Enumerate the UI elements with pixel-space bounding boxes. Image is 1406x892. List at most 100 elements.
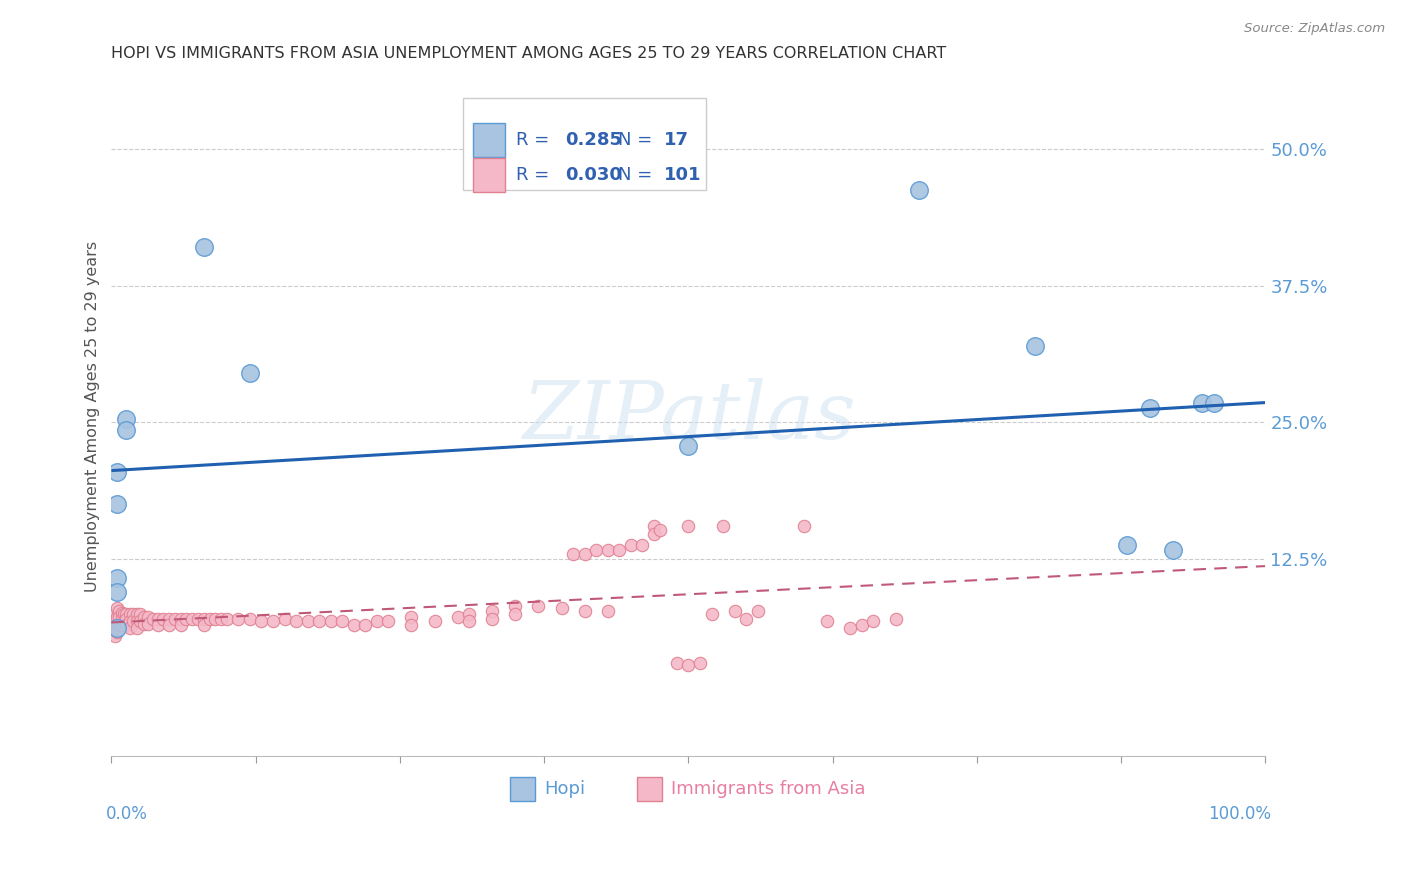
Point xyxy=(142,612,165,626)
Text: Hopi: Hopi xyxy=(544,780,585,798)
Point xyxy=(343,617,366,632)
Text: 0.0%: 0.0% xyxy=(105,805,148,822)
Point xyxy=(193,612,215,626)
Text: N =: N = xyxy=(619,166,658,185)
Point xyxy=(273,612,295,626)
Point xyxy=(105,497,128,511)
Point xyxy=(104,607,127,621)
Point xyxy=(105,621,128,635)
Point xyxy=(1139,401,1161,416)
Text: R =: R = xyxy=(516,131,555,149)
Bar xyxy=(509,777,534,801)
Point xyxy=(239,366,262,380)
Text: 0.030: 0.030 xyxy=(565,166,621,185)
Point xyxy=(146,617,169,632)
Point xyxy=(648,523,671,537)
Point xyxy=(527,599,550,614)
Point xyxy=(1116,538,1139,552)
Point xyxy=(122,607,145,621)
Point xyxy=(574,603,596,617)
Point xyxy=(262,615,284,629)
Point xyxy=(505,607,527,621)
Point xyxy=(125,621,148,635)
Bar xyxy=(472,159,505,193)
Point xyxy=(129,615,152,629)
Point xyxy=(1191,395,1213,409)
Point xyxy=(1202,395,1225,409)
Point xyxy=(723,603,745,617)
Point xyxy=(585,543,607,558)
Y-axis label: Unemployment Among Ages 25 to 29 years: Unemployment Among Ages 25 to 29 years xyxy=(86,241,100,592)
Point xyxy=(747,603,769,617)
Point xyxy=(115,607,138,621)
Point xyxy=(104,615,127,629)
Point xyxy=(862,615,884,629)
Text: 100.0%: 100.0% xyxy=(1208,805,1271,822)
Point xyxy=(138,610,160,624)
FancyBboxPatch shape xyxy=(464,98,706,190)
Point xyxy=(481,612,503,626)
Point xyxy=(423,615,446,629)
Point xyxy=(215,612,238,626)
Point xyxy=(122,615,145,629)
Point xyxy=(689,656,711,670)
Point xyxy=(125,607,148,621)
Point xyxy=(285,615,308,629)
Point xyxy=(446,610,468,624)
Point xyxy=(401,617,423,632)
Point xyxy=(678,519,700,533)
Point xyxy=(1024,339,1046,353)
Text: 0.285: 0.285 xyxy=(565,131,621,149)
Text: 17: 17 xyxy=(664,131,689,149)
Text: Source: ZipAtlas.com: Source: ZipAtlas.com xyxy=(1244,22,1385,36)
Point xyxy=(319,615,342,629)
Point xyxy=(112,615,135,629)
Point xyxy=(138,616,160,631)
Text: Immigrants from Asia: Immigrants from Asia xyxy=(671,780,866,798)
Point xyxy=(377,615,399,629)
Point xyxy=(908,183,931,197)
Point xyxy=(366,615,388,629)
Point xyxy=(193,240,215,254)
Point xyxy=(132,616,155,631)
Point xyxy=(105,571,128,585)
Point xyxy=(198,612,221,626)
Point xyxy=(851,617,873,632)
Point xyxy=(111,612,134,626)
Point xyxy=(607,543,630,558)
Point xyxy=(711,519,734,533)
Text: N =: N = xyxy=(619,131,658,149)
Point xyxy=(169,612,191,626)
Point xyxy=(354,617,377,632)
Point xyxy=(643,527,665,541)
Point xyxy=(115,617,138,632)
Point xyxy=(129,607,152,621)
Point xyxy=(239,612,262,626)
Point xyxy=(157,612,180,626)
Point xyxy=(458,615,481,629)
Point xyxy=(228,612,250,626)
Point xyxy=(105,601,128,615)
Point xyxy=(815,615,838,629)
Point xyxy=(118,615,141,629)
Bar xyxy=(472,123,505,157)
Point xyxy=(105,465,128,479)
Point xyxy=(187,612,209,626)
Point xyxy=(574,547,596,561)
Point xyxy=(735,612,758,626)
Point xyxy=(152,612,174,626)
Point xyxy=(550,601,572,615)
Point xyxy=(176,612,198,626)
Point xyxy=(596,603,619,617)
Text: 101: 101 xyxy=(664,166,702,185)
Point xyxy=(105,617,128,632)
Point xyxy=(700,607,723,621)
Point xyxy=(181,612,204,626)
Point xyxy=(678,658,700,673)
Bar xyxy=(637,777,662,801)
Point xyxy=(562,547,585,561)
Point xyxy=(105,610,128,624)
Text: HOPI VS IMMIGRANTS FROM ASIA UNEMPLOYMENT AMONG AGES 25 TO 29 YEARS CORRELATION : HOPI VS IMMIGRANTS FROM ASIA UNEMPLOYMEN… xyxy=(111,46,946,62)
Point xyxy=(884,612,907,626)
Point xyxy=(250,615,273,629)
